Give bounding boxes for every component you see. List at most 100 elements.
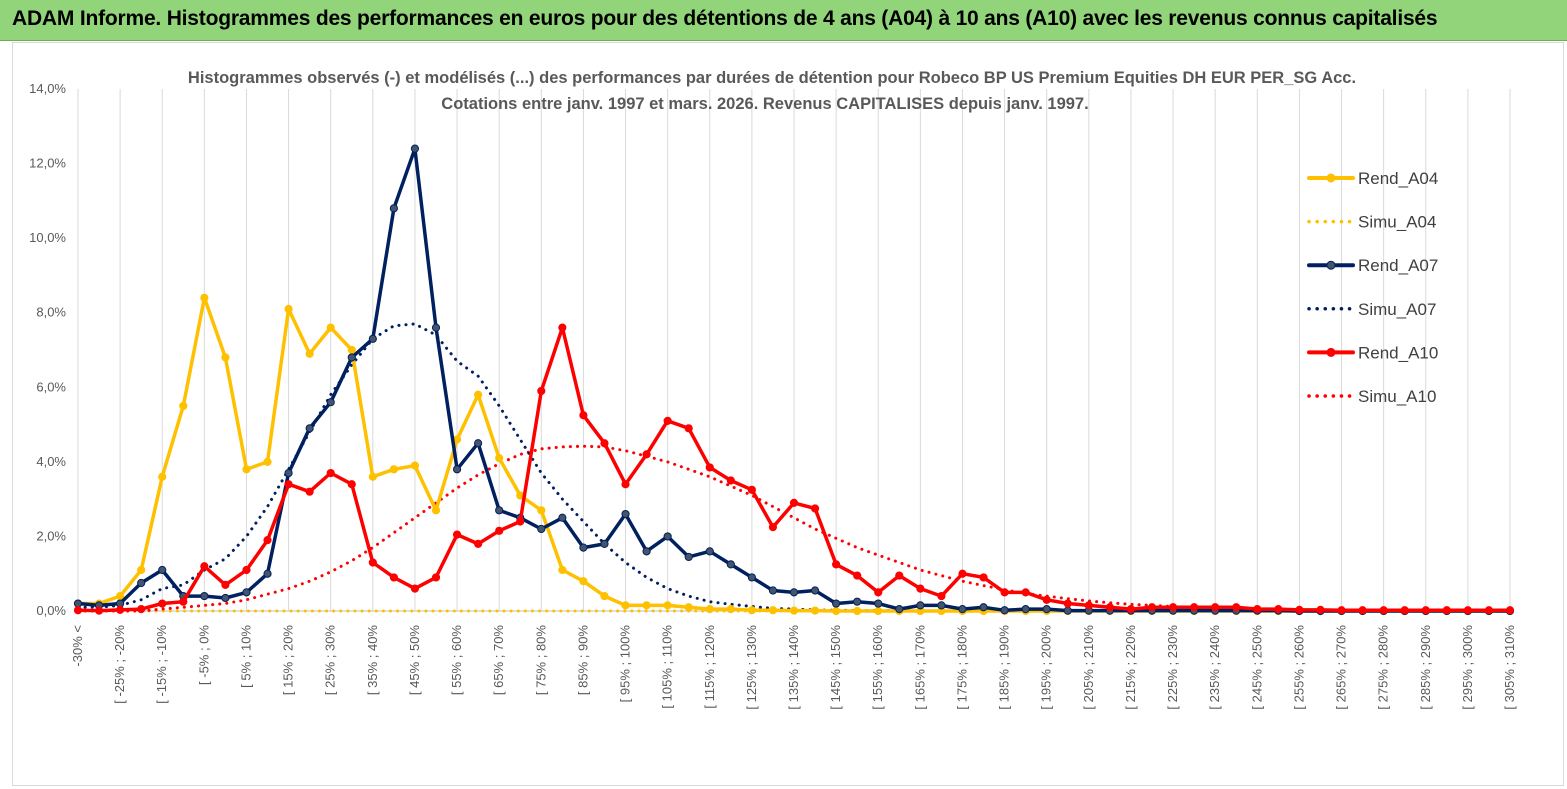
data-point-rend-a10 xyxy=(116,605,125,614)
x-tick-label: [ 5% ; 10% xyxy=(238,625,253,688)
x-tick-label: [ 305% ; 310% xyxy=(1502,625,1517,710)
data-point-rend-a10 xyxy=(621,480,630,489)
data-point-rend-a04 xyxy=(179,401,188,411)
data-point-rend-a10 xyxy=(137,605,146,614)
data-point-rend-a07 xyxy=(368,334,377,343)
data-point-rend-a04 xyxy=(579,577,588,586)
data-point-rend-a04 xyxy=(389,465,398,474)
data-point-rend-a04 xyxy=(832,606,841,616)
data-point-rend-a04 xyxy=(558,565,567,575)
data-point-rend-a10 xyxy=(1168,603,1178,612)
x-tick-label: [ 155% ; 160% xyxy=(870,625,885,710)
x-tick-label: [ 235% ; 240% xyxy=(1207,625,1222,710)
x-tick-label: [ 95% ; 100% xyxy=(618,625,633,703)
data-point-rend-a10 xyxy=(326,468,335,478)
y-tick-label: 10,0% xyxy=(29,230,66,245)
data-point-rend-a10 xyxy=(663,416,672,425)
data-point-rend-a10 xyxy=(368,558,377,567)
legend-marker xyxy=(1326,260,1336,270)
x-tick-label: [ 65% ; 70% xyxy=(491,625,506,696)
data-point-rend-a10 xyxy=(221,580,230,590)
data-point-rend-a10 xyxy=(1063,599,1072,608)
data-point-rend-a04 xyxy=(347,345,356,355)
data-point-rend-a04 xyxy=(200,293,209,302)
data-point-rend-a04 xyxy=(810,606,820,615)
data-point-rend-a10 xyxy=(1400,606,1409,615)
data-point-rend-a10 xyxy=(810,504,820,513)
data-point-rend-a10 xyxy=(305,487,314,496)
data-point-rend-a10 xyxy=(1421,606,1430,615)
data-point-rend-a07 xyxy=(284,468,293,478)
data-point-rend-a10 xyxy=(495,526,504,535)
data-point-rend-a04 xyxy=(874,606,883,616)
data-point-rend-a04 xyxy=(705,605,714,614)
legend-marker xyxy=(1326,347,1336,357)
data-point-rend-a10 xyxy=(1316,605,1325,614)
gridlines xyxy=(77,89,1511,612)
x-tick-label: [ 125% ; 130% xyxy=(744,625,759,710)
data-point-rend-a07 xyxy=(958,605,967,614)
x-tick-label: [ -15% ; -10% xyxy=(154,625,169,704)
data-point-rend-a07 xyxy=(979,603,988,612)
x-tick-label: [ 275% ; 280% xyxy=(1376,625,1391,710)
legend-label: Rend_A10 xyxy=(1358,343,1438,362)
report-title: ADAM Informe. Histogrammes des performan… xyxy=(12,7,1438,30)
data-point-rend-a07 xyxy=(768,586,778,595)
data-point-rend-a10 xyxy=(94,606,104,615)
x-tick-label: [ 35% ; 40% xyxy=(365,625,380,696)
data-point-rend-a10 xyxy=(516,517,525,526)
data-point-rend-a10 xyxy=(1463,606,1472,615)
data-point-rend-a10 xyxy=(958,569,967,578)
legend-label: Rend_A07 xyxy=(1358,256,1438,275)
x-tick-label: [ 225% ; 230% xyxy=(1165,625,1180,710)
data-point-rend-a07 xyxy=(495,506,504,515)
series-layer xyxy=(73,144,1515,616)
legend-label: Simu_A04 xyxy=(1358,213,1436,232)
x-tick-label: -30% < xyxy=(70,625,85,667)
x-tick-label: [ 145% ; 150% xyxy=(828,625,843,710)
data-point-rend-a07 xyxy=(663,532,672,541)
data-point-rend-a10 xyxy=(1042,595,1051,604)
data-point-rend-a07 xyxy=(853,597,862,606)
data-point-rend-a07 xyxy=(1063,606,1072,615)
x-tick-label: [ 25% ; 30% xyxy=(323,625,338,696)
data-point-rend-a07 xyxy=(747,573,756,582)
data-point-rend-a10 xyxy=(1379,606,1388,615)
data-point-rend-a04 xyxy=(537,506,546,515)
data-point-rend-a10 xyxy=(1000,588,1009,597)
data-point-rend-a04 xyxy=(768,606,778,615)
data-point-rend-a10 xyxy=(916,584,925,593)
data-point-rend-a07 xyxy=(200,591,209,601)
data-point-rend-a04 xyxy=(684,603,693,612)
data-point-rend-a10 xyxy=(452,530,462,539)
data-point-rend-a04 xyxy=(221,353,230,362)
x-tick-label: [ 175% ; 180% xyxy=(954,625,969,710)
data-point-rend-a04 xyxy=(495,454,504,463)
series-line-simu-a10 xyxy=(76,444,1512,613)
data-point-rend-a04 xyxy=(789,606,799,615)
data-point-rend-a07 xyxy=(937,601,946,610)
data-point-rend-a10 xyxy=(1253,605,1262,614)
data-point-rend-a10 xyxy=(1358,606,1367,615)
x-tick-label: [ 195% ; 200% xyxy=(1039,625,1054,710)
data-point-rend-a10 xyxy=(1021,588,1030,597)
data-point-rend-a10 xyxy=(579,411,588,420)
data-point-rend-a04 xyxy=(431,506,441,515)
data-point-rend-a04 xyxy=(158,472,167,481)
histogram-chart: Histogrammes observés (-) et modélisés (… xyxy=(29,69,1517,710)
data-point-rend-a07 xyxy=(1000,606,1009,615)
data-point-rend-a04 xyxy=(853,606,862,616)
data-point-rend-a07 xyxy=(537,524,546,534)
x-tick-label: [ 185% ; 190% xyxy=(997,625,1012,710)
data-point-rend-a10 xyxy=(1442,606,1451,615)
legend-label: Rend_A04 xyxy=(1358,169,1438,188)
data-point-rend-a07 xyxy=(832,599,841,608)
x-tick-label: [ 45% ; 50% xyxy=(407,625,422,696)
data-point-rend-a10 xyxy=(705,463,714,472)
data-point-rend-a10 xyxy=(979,573,988,582)
data-point-rend-a04 xyxy=(368,472,377,481)
data-point-rend-a07 xyxy=(474,439,483,448)
data-point-rend-a04 xyxy=(242,465,251,474)
legend-label: Simu_A07 xyxy=(1358,300,1436,319)
y-tick-label: 12,0% xyxy=(29,156,66,171)
